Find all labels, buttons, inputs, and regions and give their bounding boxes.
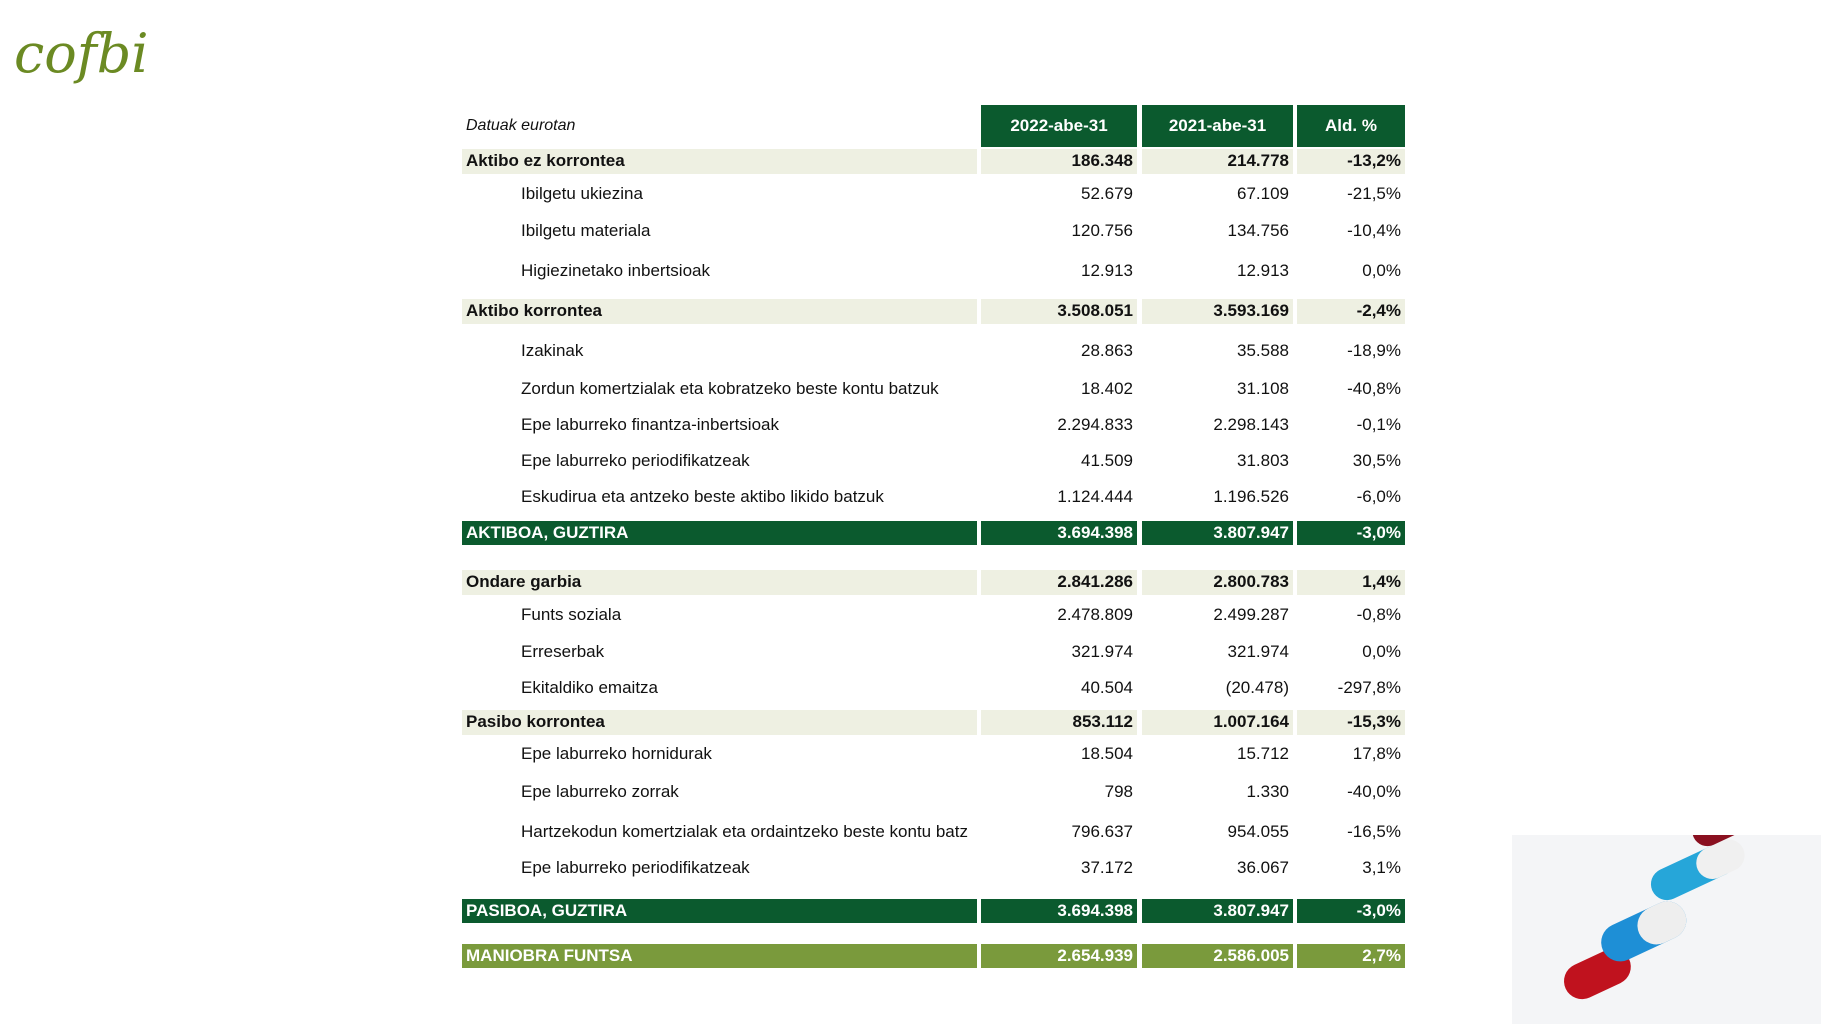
column-header: 2022-abe-31 xyxy=(981,105,1137,147)
row-value: 2.298.143 xyxy=(1213,415,1289,434)
row-label: Pasibo korrontea xyxy=(462,709,977,735)
row-label: Epe laburreko periodifikatzeak xyxy=(521,858,750,877)
column-header: 2021-abe-31 xyxy=(1142,105,1293,147)
row-value: 35.588 xyxy=(1237,341,1289,360)
row-value: 796.637 xyxy=(1071,822,1133,841)
row-value: -21,5% xyxy=(1347,184,1401,203)
row-value: -18,9% xyxy=(1347,341,1401,360)
row-value: 2.586.005 xyxy=(1142,944,1293,968)
row-value: 40.504 xyxy=(1081,678,1133,697)
row-label: Ibilgetu ukiezina xyxy=(521,184,643,203)
row-label: Erreserbak xyxy=(521,642,605,661)
row-label: Higiezinetako inbertsioak xyxy=(521,261,710,280)
row-value: 853.112 xyxy=(981,709,1137,735)
row-value: 2,7% xyxy=(1297,944,1405,968)
row-value: 134.756 xyxy=(1227,221,1289,240)
row-label: Aktibo korrontea xyxy=(462,298,977,324)
row-value: -13,2% xyxy=(1297,148,1405,174)
row-value: 3.807.947 xyxy=(1142,521,1293,545)
row-value: 186.348 xyxy=(981,148,1137,174)
row-label: Aktibo ez korrontea xyxy=(462,148,977,174)
row-value: 3.694.398 xyxy=(981,521,1137,545)
row-label: Zordun komertzialak eta kobratzeko beste… xyxy=(521,379,939,398)
row-value: 18.504 xyxy=(1081,744,1133,763)
row-value: 31.108 xyxy=(1237,379,1289,398)
row-label: Ondare garbia xyxy=(462,569,977,595)
row-value: 1.330 xyxy=(1246,782,1289,801)
row-value: 2.800.783 xyxy=(1142,569,1293,595)
row-label: AKTIBOA, GUZTIRA xyxy=(462,521,977,545)
row-value: 17,8% xyxy=(1352,744,1401,763)
row-value: 30,5% xyxy=(1352,451,1401,470)
row-label: Epe laburreko periodifikatzeak xyxy=(521,451,750,470)
row-value: 2.294.833 xyxy=(1057,415,1133,434)
row-value: 1,4% xyxy=(1297,569,1405,595)
row-label: Eskudirua eta antzeko beste aktibo likid… xyxy=(521,487,884,506)
row-value: -40,0% xyxy=(1347,782,1401,801)
row-value: 321.974 xyxy=(1227,642,1289,661)
row-value: 214.778 xyxy=(1142,148,1293,174)
row-value: 67.109 xyxy=(1237,184,1289,203)
row-value: -0,8% xyxy=(1356,605,1401,624)
row-value: 52.679 xyxy=(1081,184,1133,203)
row-value: 3.508.051 xyxy=(981,298,1137,324)
row-value: 37.172 xyxy=(1081,858,1133,877)
row-value: -2,4% xyxy=(1297,298,1405,324)
row-value: 1.196.526 xyxy=(1213,487,1289,506)
row-label: Epe laburreko hornidurak xyxy=(521,744,712,763)
row-label: Ibilgetu materiala xyxy=(521,221,651,240)
row-value: 12.913 xyxy=(1237,261,1289,280)
row-value: -3,0% xyxy=(1297,899,1405,923)
row-label: MANIOBRA FUNTSA xyxy=(462,944,977,968)
row-label: Hartzekodun komertzialak eta ordaintzeko… xyxy=(521,822,968,841)
row-value: 0,0% xyxy=(1362,261,1401,280)
row-value: -0,1% xyxy=(1356,415,1401,434)
row-value: 321.974 xyxy=(1071,642,1133,661)
row-value: 3.807.947 xyxy=(1142,899,1293,923)
row-value: -15,3% xyxy=(1297,709,1405,735)
row-value: -40,8% xyxy=(1347,379,1401,398)
row-value: 2.841.286 xyxy=(981,569,1137,595)
column-header: Ald. % xyxy=(1297,105,1405,147)
row-value: 15.712 xyxy=(1237,744,1289,763)
row-value: 120.756 xyxy=(1071,221,1133,240)
row-value: 36.067 xyxy=(1237,858,1289,877)
row-value: -6,0% xyxy=(1356,487,1401,506)
row-value: 12.913 xyxy=(1081,261,1133,280)
row-value: 798 xyxy=(1104,782,1133,801)
row-value: 2.499.287 xyxy=(1213,605,1289,624)
row-value: -297,8% xyxy=(1337,678,1401,697)
row-label: Epe laburreko finantza-inbertsioak xyxy=(521,415,779,434)
row-value: 1.007.164 xyxy=(1142,709,1293,735)
row-value: 3.694.398 xyxy=(981,899,1137,923)
logo: cofbi xyxy=(14,22,149,85)
row-value: -3,0% xyxy=(1297,521,1405,545)
row-value: 954.055 xyxy=(1227,822,1289,841)
row-value: 18.402 xyxy=(1081,379,1133,398)
row-label: Funts soziala xyxy=(521,605,622,624)
row-label: Izakinak xyxy=(521,341,584,360)
row-value: 2.654.939 xyxy=(981,944,1137,968)
table-note: Datuak eurotan xyxy=(466,117,576,134)
row-label: Ekitaldiko emaitza xyxy=(521,678,659,697)
row-value: 41.509 xyxy=(1081,451,1133,470)
row-value: 28.863 xyxy=(1081,341,1133,360)
pills-photo xyxy=(1512,835,1821,1024)
row-label: Epe laburreko zorrak xyxy=(521,782,679,801)
row-value: -16,5% xyxy=(1347,822,1401,841)
row-value: (20.478) xyxy=(1225,678,1289,697)
row-value: 2.478.809 xyxy=(1057,605,1133,624)
row-label: PASIBOA, GUZTIRA xyxy=(462,899,977,923)
row-value: 3,1% xyxy=(1362,858,1401,877)
row-value: 0,0% xyxy=(1362,642,1401,661)
row-value: -10,4% xyxy=(1347,221,1401,240)
row-value: 3.593.169 xyxy=(1142,298,1293,324)
row-value: 31.803 xyxy=(1237,451,1289,470)
row-value: 1.124.444 xyxy=(1057,487,1133,506)
